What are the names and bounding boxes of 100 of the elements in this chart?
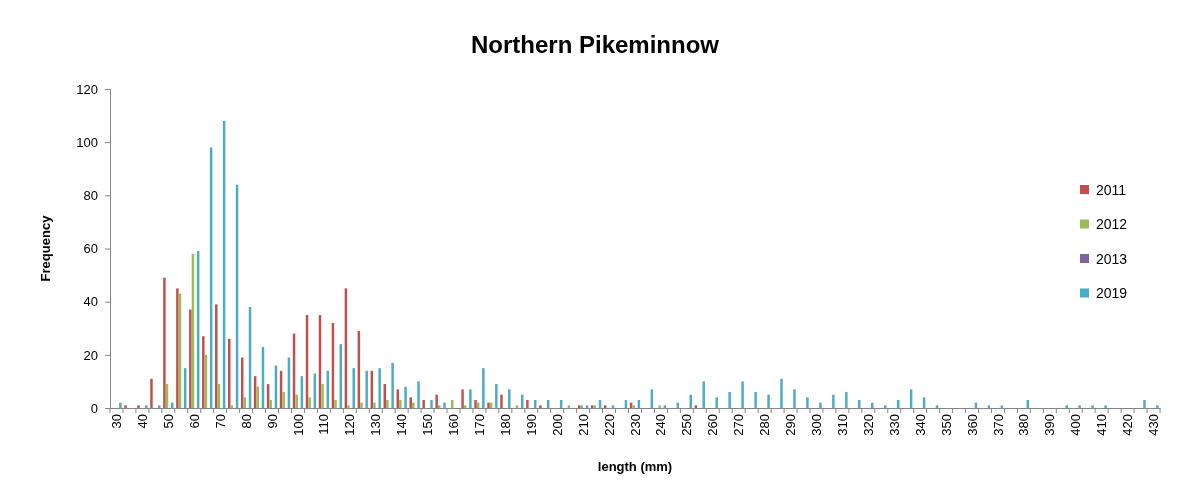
bar [443,402,446,408]
bar [469,389,472,408]
x-tick-label: 420 [1120,414,1136,436]
bar [819,402,822,408]
bar [378,368,381,408]
bar [295,394,298,408]
x-tick-label: 110 [316,414,332,435]
x-tick-label: 410 [1094,414,1110,436]
bar [430,400,433,408]
x-tick-label: 400 [1068,414,1084,436]
x-tick-label: 270 [731,414,747,436]
bar [163,277,166,408]
x-tick-label: 90 [264,414,280,429]
bar [754,392,757,408]
x-tick-label: 240 [653,414,669,436]
x-tick-label: 260 [705,414,721,436]
bar [526,400,529,408]
bar [412,402,415,408]
bar [1091,405,1094,408]
x-tick-label: 140 [394,414,410,436]
bar [741,381,744,408]
x-tick-label: 380 [1016,414,1032,436]
bar [189,309,192,408]
x-tick-label: 70 [212,414,228,429]
bar [386,400,389,408]
bar [150,378,153,408]
x-tick-label: 220 [601,414,617,436]
x-tick-label: 170 [471,414,487,436]
y-tick-label: 100 [76,134,98,150]
bar [119,402,122,408]
bar [399,400,402,408]
bar [845,392,848,408]
bar [409,397,412,408]
bar [422,400,425,408]
x-tick-label: 80 [238,414,254,429]
y-tick-label: 120 [76,81,98,97]
bar [334,400,337,408]
x-tick-label: 390 [1042,414,1058,436]
x-tick-label: 250 [679,414,695,436]
x-axis-title: length (mm) [597,459,673,474]
bar [780,378,783,408]
bar [417,381,420,408]
bar [461,389,464,408]
bar [1078,405,1081,408]
x-tick-label: 210 [575,414,591,436]
x-tick-label: 190 [523,414,539,436]
y-tick-label: 80 [83,187,98,203]
bar [1104,405,1107,408]
bar [495,384,498,408]
y-tick-label: 0 [90,400,98,416]
bar [158,405,161,408]
bar [373,402,376,408]
bar [702,381,705,408]
x-tick-label: 100 [290,414,306,436]
bar [793,389,796,408]
bar [858,400,861,408]
x-tick-label: 290 [783,414,799,436]
bar [321,384,324,408]
bar [1065,405,1068,408]
x-tick-label: 200 [549,414,565,436]
bar [202,336,205,408]
x-tick-label: 130 [368,414,384,436]
x-tick-label: 320 [860,414,876,436]
bar [508,389,511,408]
bar [308,397,311,408]
bar [352,368,355,408]
x-tick-label: 340 [912,414,928,436]
bar [137,405,140,408]
x-tick-label: 370 [990,414,1006,436]
x-tick-label: 430 [1146,414,1162,436]
bar [1143,400,1146,408]
x-tick-label: 300 [809,414,825,436]
bar [176,288,179,408]
bar [404,386,407,408]
bar [215,304,218,408]
bar [767,394,770,408]
x-tick-label: 280 [757,414,773,436]
y-tick-label: 40 [83,294,98,310]
legend-label: 2012 [1096,216,1128,233]
bar [539,405,542,408]
bar [391,362,394,408]
x-tick-label: 330 [886,414,902,436]
bar [360,402,363,408]
x-tick-label: 30 [109,414,125,429]
bar [365,370,368,408]
x-tick-label: 360 [964,414,980,436]
x-tick-label: 180 [497,414,513,436]
x-tick-label: 350 [938,414,954,436]
bar [1156,405,1159,408]
x-tick-label: 40 [134,414,150,429]
bar [145,405,148,408]
bar [832,394,835,408]
chart-title: Northern Pikeminnow [470,31,720,58]
bar [482,368,485,408]
x-tick-label: 150 [420,414,436,436]
legend-label: 2011 [1096,181,1127,198]
bar [124,405,127,408]
bar [500,394,503,408]
x-tick-label: 60 [186,414,202,429]
y-tick-label: 20 [83,347,98,363]
